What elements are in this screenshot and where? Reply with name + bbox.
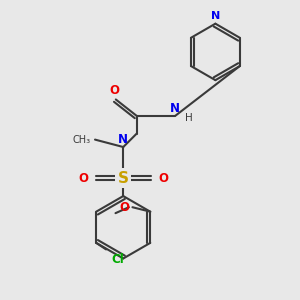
Text: H: H: [185, 113, 193, 123]
Text: O: O: [109, 84, 119, 97]
Text: N: N: [170, 102, 180, 115]
Text: O: O: [158, 172, 168, 185]
Text: S: S: [118, 171, 129, 186]
Text: CH₃: CH₃: [72, 135, 91, 145]
Text: O: O: [78, 172, 88, 185]
Text: N: N: [211, 11, 220, 21]
Text: O: O: [119, 201, 129, 214]
Text: Cl: Cl: [111, 253, 124, 266]
Text: N: N: [118, 133, 128, 146]
